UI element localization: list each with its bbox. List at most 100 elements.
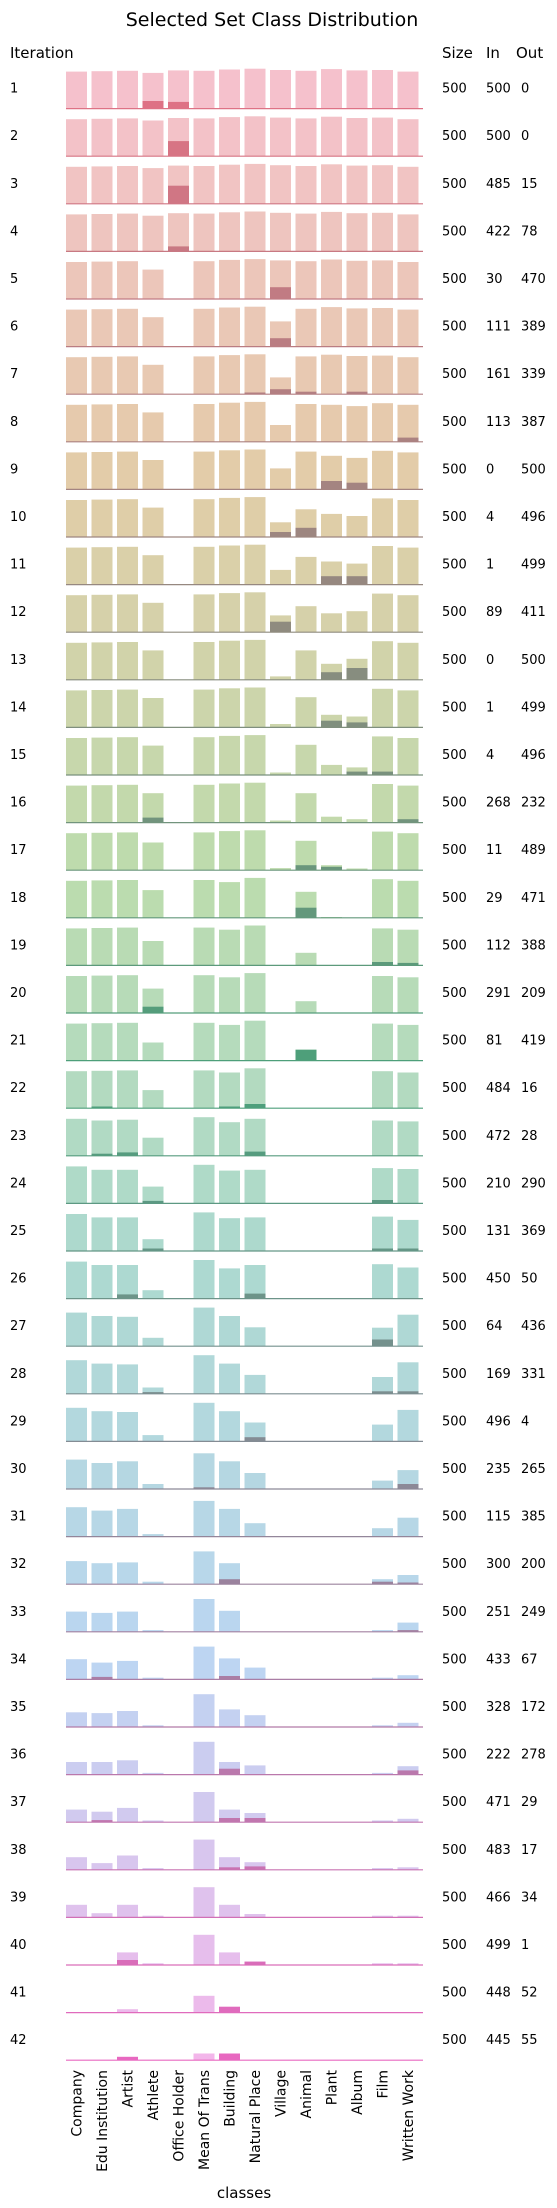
- pool-bar: [91, 1713, 113, 1727]
- pool-bar: [270, 468, 291, 490]
- pool-bar: [193, 1260, 215, 1299]
- out-value: 16: [521, 1081, 538, 1096]
- iteration-row: 20 500 291 209: [10, 973, 546, 1014]
- out-value: 471: [521, 891, 546, 906]
- size-value: 500: [442, 700, 467, 715]
- size-value: 500: [442, 1272, 467, 1287]
- size-value: 500: [442, 843, 467, 858]
- pool-bar: [244, 544, 266, 585]
- pool-bar: [295, 697, 317, 728]
- size-value: 500: [442, 1652, 467, 1667]
- out-value: 29: [521, 1795, 538, 1810]
- selected-bar: [219, 1818, 240, 1823]
- in-value: 483: [486, 1843, 511, 1858]
- pool-bar: [142, 1677, 164, 1680]
- x-axis-label: classes: [217, 2184, 271, 2202]
- pool-bar: [91, 1411, 113, 1442]
- pool-bar: [244, 1068, 266, 1109]
- pool-bar: [142, 1239, 164, 1251]
- pool-bar: [142, 412, 164, 442]
- size-value: 500: [442, 1986, 467, 2001]
- pool-bar: [193, 880, 215, 918]
- pool-bar: [244, 1217, 266, 1251]
- in-value: 268: [486, 796, 511, 811]
- pool-bar: [295, 118, 317, 157]
- out-value: 387: [521, 415, 546, 430]
- pool-bar: [219, 593, 240, 633]
- pool-bar: [244, 401, 266, 442]
- pool-bar: [193, 70, 215, 109]
- iteration-row: 1 500 500 0: [10, 68, 529, 110]
- in-value: 496: [486, 1414, 511, 1429]
- pool-bar: [193, 1839, 215, 1870]
- pool-bar: [219, 1363, 240, 1394]
- pool-bar: [397, 1219, 419, 1251]
- pool-bar: [142, 364, 164, 395]
- pool-bar: [91, 1265, 113, 1299]
- pool-bar: [117, 1316, 138, 1347]
- iteration-row: 16 500 268 232: [10, 782, 546, 824]
- pool-bar: [295, 166, 317, 204]
- selected-bar: [295, 527, 317, 537]
- pool-bar: [142, 890, 164, 918]
- pool-bar: [219, 831, 240, 871]
- pool-bar: [91, 832, 113, 871]
- pool-bar: [66, 595, 87, 633]
- pool-bar: [372, 593, 393, 633]
- pool-bar: [91, 452, 113, 490]
- pool-bar: [295, 793, 317, 823]
- pool-bar: [295, 952, 317, 966]
- pool-bar: [142, 1963, 164, 1965]
- pool-bar: [142, 269, 164, 299]
- in-value: 131: [486, 1224, 511, 1239]
- size-value: 500: [442, 1176, 467, 1191]
- in-value: 484: [486, 1081, 511, 1096]
- out-value: 411: [521, 605, 546, 620]
- pool-bar: [219, 1857, 240, 1870]
- selected-bar: [295, 907, 317, 918]
- pool-bar: [66, 785, 87, 823]
- iteration-label: 26: [10, 1272, 27, 1287]
- selected-bar: [372, 1248, 393, 1251]
- pool-bar: [117, 1855, 138, 1870]
- pool-bar: [117, 689, 138, 728]
- pool-bar: [372, 308, 393, 347]
- pool-bar: [66, 976, 87, 1013]
- iteration-label: 13: [10, 653, 27, 668]
- pool-bar: [66, 1023, 87, 1061]
- iteration-label: 4: [10, 224, 18, 239]
- iteration-row: 4 500 422 78: [10, 211, 538, 252]
- pool-bar: [321, 211, 342, 252]
- pool-bar: [295, 650, 317, 680]
- selected-bar: [372, 1339, 393, 1347]
- pool-bar: [244, 497, 266, 537]
- pool-bar: [295, 606, 317, 633]
- pool-bar: [372, 928, 393, 966]
- pool-bar: [91, 642, 113, 680]
- iteration-label: 35: [10, 1700, 27, 1715]
- size-value: 500: [442, 177, 467, 192]
- pool-bar: [372, 1264, 393, 1299]
- size-column-header: Size: [442, 44, 473, 62]
- pool-bar: [193, 166, 215, 204]
- pool-bar: [117, 1711, 138, 1727]
- selected-bar: [372, 771, 393, 775]
- pool-bar: [295, 840, 317, 871]
- iteration-row: 34 500 433 67: [10, 1646, 538, 1681]
- out-value: 290: [521, 1176, 546, 1191]
- pool-bar: [397, 1169, 419, 1204]
- pool-bar: [91, 166, 113, 204]
- selected-bar: [142, 1006, 164, 1013]
- selected-bar: [372, 962, 393, 966]
- pool-bar: [142, 1630, 164, 1632]
- selected-bar: [372, 1200, 393, 1204]
- selected-bar: [321, 866, 342, 871]
- pool-bar: [66, 880, 87, 918]
- pool-bar: [244, 1020, 266, 1061]
- pool-bar: [372, 1424, 393, 1442]
- in-value: 328: [486, 1700, 511, 1715]
- pool-bar: [295, 744, 317, 775]
- pool-bar: [66, 1166, 87, 1204]
- size-value: 500: [442, 224, 467, 239]
- pool-bar: [372, 1071, 393, 1109]
